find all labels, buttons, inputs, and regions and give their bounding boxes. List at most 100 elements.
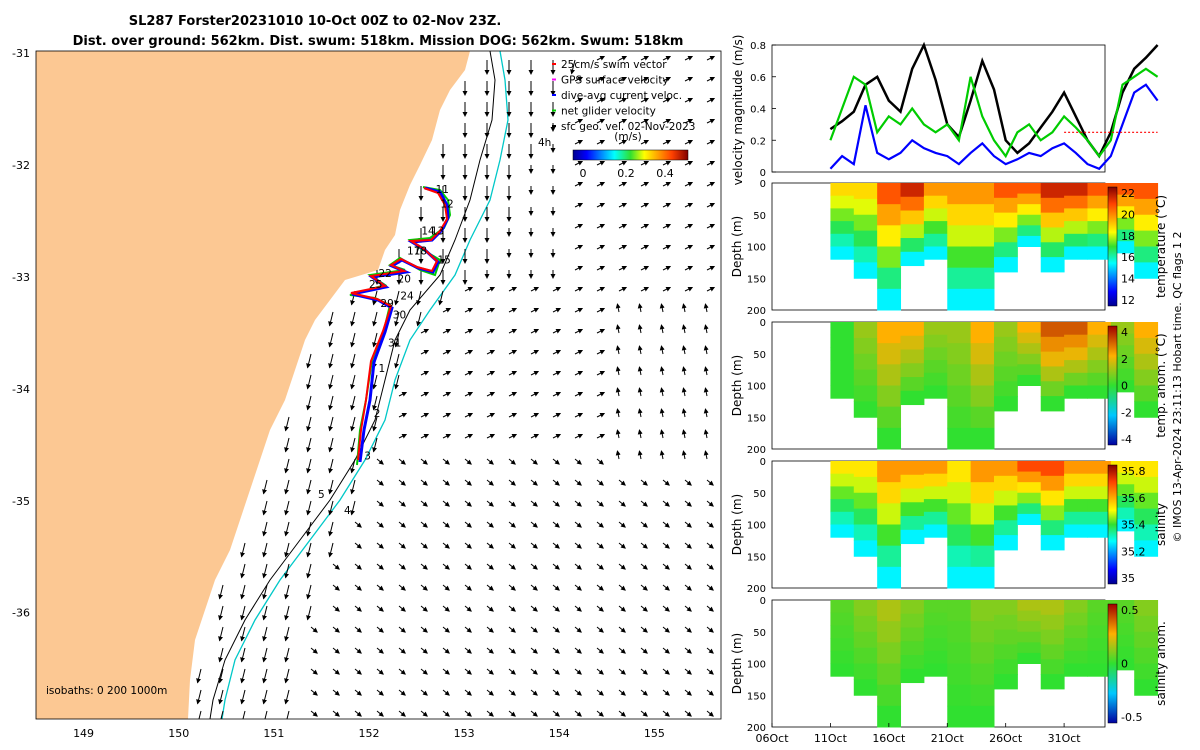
velocity-vector (464, 391, 474, 397)
velocity-vector (574, 223, 584, 229)
section-cell (1134, 322, 1159, 339)
velocity-vector (552, 689, 560, 696)
section-depth-tick: 150 (747, 274, 766, 285)
velocity-vector (508, 710, 516, 717)
section-cell (1017, 343, 1042, 355)
velocity-vector (596, 118, 606, 124)
velocity-vector (574, 584, 582, 591)
velocity-vector (328, 395, 334, 411)
velocity-vector (420, 710, 428, 717)
section-cell (970, 461, 995, 483)
section-cell (877, 427, 902, 450)
velocity-vector (372, 437, 378, 453)
section-cell (853, 540, 878, 557)
track-day-label: 17 (407, 246, 420, 258)
section-depth-tick: 200 (747, 445, 766, 456)
velocity-vector (662, 563, 670, 570)
velocity-vector (486, 307, 496, 313)
velocity-vector (530, 500, 538, 507)
velocity-vector (486, 668, 494, 675)
velocity-vector (372, 395, 378, 411)
velocity-vector (596, 412, 606, 418)
velocity-vector (640, 521, 648, 528)
velocity-vector (464, 458, 472, 465)
section-cell (1040, 505, 1065, 521)
section-cell (1017, 322, 1042, 334)
velocity-vector (332, 647, 340, 654)
velocity-vector (530, 307, 540, 313)
velocity-vector (596, 584, 604, 591)
velocity-vector (420, 433, 430, 439)
map-legend: 25cm/s swim vector GPS surface velocity di… (552, 59, 695, 133)
velocity-vector (706, 55, 716, 61)
velocity-vector (376, 584, 384, 591)
section-cell (923, 221, 948, 235)
velocity-vector (596, 647, 604, 654)
velocity-series-line (829, 83, 1159, 171)
section-cell (994, 505, 1018, 521)
section-depth-tick: 0 (760, 179, 766, 190)
velocity-vector (306, 437, 312, 453)
velocity-vector (596, 139, 606, 145)
velocity-vector (398, 391, 408, 397)
section-cell (923, 385, 948, 399)
section-colorbar-tick: 0.5 (1121, 604, 1139, 617)
section-cell (1064, 183, 1088, 197)
velocity-vector (596, 521, 604, 528)
section-cell (1040, 600, 1065, 616)
velocity-vector (703, 303, 709, 313)
section-cell (1017, 600, 1042, 612)
velocity-vector (596, 181, 606, 187)
velocity-vector (284, 563, 290, 579)
velocity-vector (596, 202, 606, 208)
section-cell (1017, 513, 1042, 525)
section-cell (994, 659, 1018, 675)
velocity-vector (618, 563, 626, 570)
section-colorbar-tick: 35.8 (1121, 465, 1146, 478)
section-cell (1017, 642, 1042, 654)
velocity-vector (574, 605, 582, 612)
velocity-vector (552, 370, 562, 376)
velocity-vector (640, 689, 648, 696)
velocity-vector (442, 689, 450, 696)
section-cell (947, 566, 972, 589)
section-cell (947, 406, 972, 429)
velocity-vector (240, 563, 246, 579)
velocity-vector (328, 479, 334, 495)
section-cell (830, 612, 855, 626)
section-cell (853, 353, 878, 371)
velocity-vector (684, 521, 692, 528)
section-cell (830, 473, 855, 487)
section-cell (994, 366, 1018, 382)
velocity-vector (442, 479, 450, 486)
velocity-vector (284, 584, 290, 600)
section-cell (970, 322, 995, 344)
velocity-vector (464, 500, 472, 507)
velocity-vector (332, 710, 340, 717)
section-cell (1087, 638, 1112, 652)
legend-label: 25cm/s swim vector (561, 59, 667, 71)
section-cell (1134, 492, 1159, 510)
velocity-vector (442, 563, 450, 570)
velocity-vector (574, 710, 582, 717)
velocity-vector (596, 689, 604, 696)
section-cell (1017, 621, 1042, 633)
date-tick-label: 16Oct (872, 732, 906, 745)
map-colorbar-ticks: 0 0.2 0.4 (580, 167, 674, 180)
section-cell (900, 390, 925, 406)
velocity-vector (420, 500, 428, 507)
velocity-vector (681, 303, 687, 313)
velocity-vector (464, 307, 474, 313)
velocity-vector (618, 500, 626, 507)
velocity-vector (618, 647, 626, 654)
section-colorbar (1107, 186, 1118, 307)
section-cell (1017, 461, 1042, 473)
velocity-vector (706, 181, 716, 187)
section-colorbar-tick: 35.2 (1121, 545, 1146, 558)
velocity-vector (662, 55, 672, 61)
velocity-vector (706, 647, 714, 654)
velocity-vector (684, 647, 692, 654)
velocity-vector (530, 370, 540, 376)
track-day-label: 25 (369, 279, 382, 291)
velocity-vector (332, 584, 340, 591)
